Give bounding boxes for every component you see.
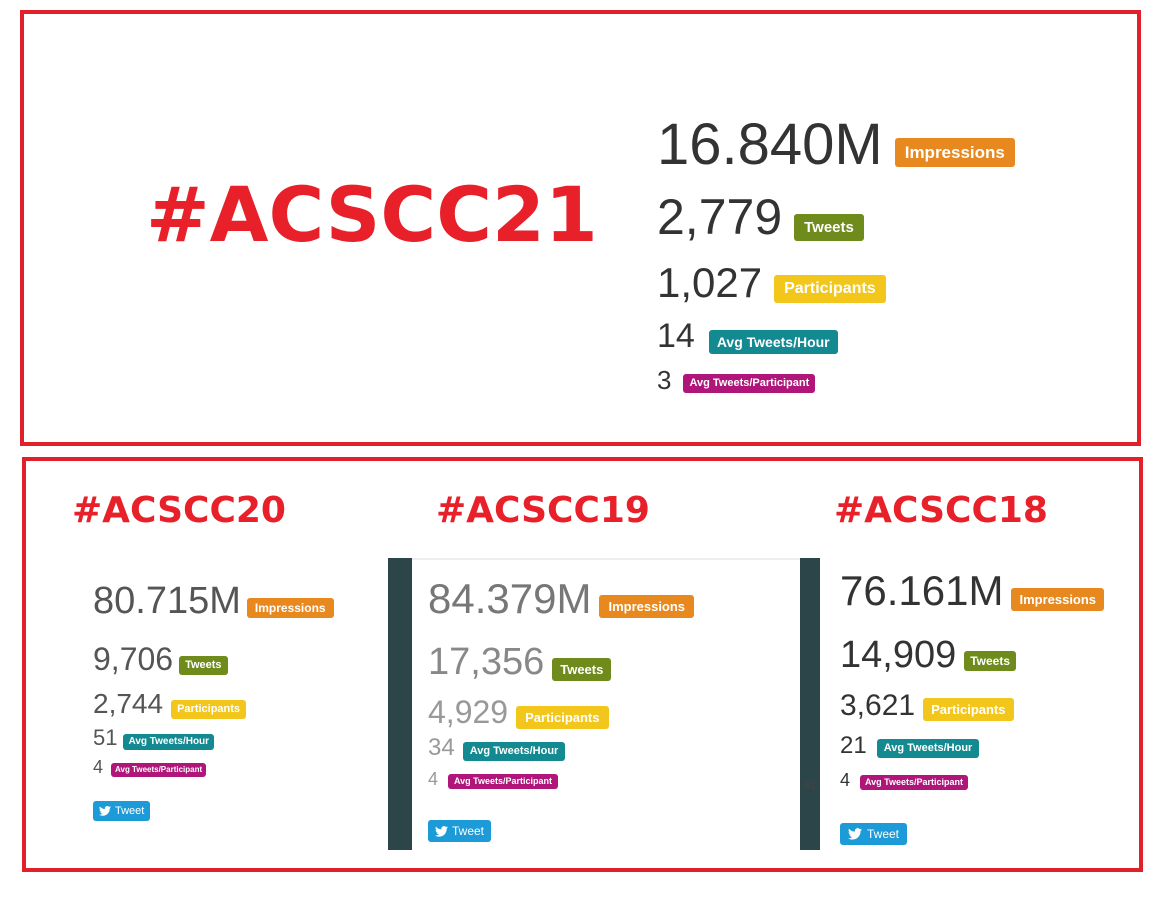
tweet-button-label: Tweet <box>115 805 145 817</box>
acscc20-avg-hour-row: 51 Avg Tweets/Hour <box>93 725 215 750</box>
acscc19-impressions-row: 84.379M Impressions <box>428 575 695 622</box>
acscc18-impressions-value: 76.161M <box>840 567 1004 614</box>
participants-badge: Participants <box>171 700 247 719</box>
acscc20-participants-row: 2,744 Participants <box>93 687 247 719</box>
twitter-bird-icon <box>99 806 111 816</box>
previous-years-panel <box>22 457 1143 872</box>
acscc20-title: #ACSCC20 <box>72 490 286 531</box>
acscc19-avg-participant-row: 4 Avg Tweets/Participant <box>428 768 559 789</box>
acscc20-tweets-row: 9,706 Tweets <box>93 642 228 675</box>
acscc19-card-top-edge <box>412 558 800 560</box>
acscc19-title: #ACSCC19 <box>436 490 650 531</box>
participants-badge: Participants <box>774 275 886 303</box>
acscc20-avg-participant-value: 4 <box>93 757 104 777</box>
acscc20-impressions-row: 80.715M Impressions <box>93 582 334 620</box>
acscc21-panel <box>20 10 1141 446</box>
acscc21-impressions-row: 16.840M Impressions <box>657 116 1015 174</box>
acscc18-title: #ACSCC18 <box>834 490 1048 531</box>
acscc18-avg-participant-value: 4 <box>840 769 851 790</box>
impressions-badge: Impressions <box>246 598 334 618</box>
impressions-badge: Impressions <box>894 137 1015 167</box>
avg-hour-badge: Avg Tweets/Hour <box>708 330 838 354</box>
acscc20-impressions-value: 80.715M <box>93 580 241 622</box>
acscc19-tweets-value: 17,356 <box>428 641 545 683</box>
avg-hour-badge: Avg Tweets/Hour <box>462 742 566 761</box>
twitter-bird-icon <box>435 825 448 837</box>
acscc19-avg-hour-value: 34 <box>428 733 455 761</box>
acscc18-avg-hour-row: 21 Avg Tweets/Hour <box>840 731 980 759</box>
acscc19-participants-row: 4,929 Participants <box>428 694 609 729</box>
impressions-badge: Impressions <box>599 594 695 618</box>
avg-participant-badge: Avg Tweets/Participant <box>111 763 207 777</box>
left-dark-sidebar <box>388 558 412 850</box>
acscc20-tweet-button[interactable]: Tweet <box>93 801 151 821</box>
acscc19-tweets-row: 17,356 Tweets <box>428 641 612 683</box>
tweets-badge: Tweets <box>552 657 612 681</box>
avg-hour-badge: Avg Tweets/Hour <box>876 739 980 758</box>
acscc18-tweets-row: 14,909 Tweets <box>840 634 1017 676</box>
acscc21-impressions-value: 16.840M <box>657 112 883 177</box>
acscc18-tweets-value: 14,909 <box>840 634 957 676</box>
acscc18-participants-row: 3,621 Participants <box>840 690 1014 721</box>
acscc18-avg-hour-value: 21 <box>840 731 867 759</box>
acscc19-avg-participant-value: 4 <box>428 768 439 789</box>
acscc18-participants-value: 3,621 <box>840 688 916 722</box>
tweets-badge: Tweets <box>179 656 228 675</box>
participants-badge: Participants <box>923 698 1014 721</box>
tweets-badge: Tweets <box>964 651 1017 671</box>
avg-participant-badge: Avg Tweets/Participant <box>683 374 816 393</box>
acscc21-tweets-value: 2,779 <box>657 189 783 245</box>
avg-participant-badge: Avg Tweets/Participant <box>860 775 969 790</box>
tweets-badge: Tweets <box>794 213 864 241</box>
acscc21-avg-participant-row: 3 Avg Tweets/Participant <box>657 364 816 395</box>
avg-hour-badge: Avg Tweets/Hour <box>123 734 215 750</box>
acscc20-avg-hour-value: 51 <box>93 725 118 750</box>
acscc20-participants-value: 2,744 <box>93 687 164 719</box>
right-dark-sidebar <box>800 558 820 850</box>
avg-participant-badge: Avg Tweets/Participant <box>448 774 559 789</box>
acscc19-participants-value: 4,929 <box>428 693 509 730</box>
acscc18-tweet-button[interactable]: Tweet <box>840 823 908 845</box>
acscc21-avg-hour-row: 14 Avg Tweets/Hour <box>657 318 838 354</box>
acscc19-impressions-value: 84.379M <box>428 575 592 622</box>
side-text-fragment: sc <box>804 776 818 792</box>
acscc19-avg-hour-row: 34 Avg Tweets/Hour <box>428 733 566 761</box>
acscc20-tweets-value: 9,706 <box>93 640 174 677</box>
acscc21-avg-participant-value: 3 <box>657 364 672 395</box>
acscc19-tweet-button[interactable]: Tweet <box>428 820 492 842</box>
participants-badge: Participants <box>516 706 609 729</box>
acscc18-impressions-row: 76.161M Impressions <box>840 567 1105 614</box>
acscc21-title: #ACSCC21 <box>146 170 598 259</box>
acscc21-participants-row: 1,027 Participants <box>657 262 886 304</box>
tweet-button-label: Tweet <box>452 824 485 838</box>
acscc21-participants-value: 1,027 <box>657 259 763 306</box>
acscc20-avg-participant-row: 4 Avg Tweets/Participant <box>93 757 207 777</box>
twitter-bird-icon <box>848 828 862 840</box>
tweet-button-label: Tweet <box>867 827 900 841</box>
acscc21-tweets-row: 2,779 Tweets <box>657 192 864 242</box>
acscc21-avg-hour-value: 14 <box>657 317 695 355</box>
impressions-badge: Impressions <box>1011 587 1105 611</box>
acscc18-avg-participant-row: 4 Avg Tweets/Participant <box>840 769 969 790</box>
